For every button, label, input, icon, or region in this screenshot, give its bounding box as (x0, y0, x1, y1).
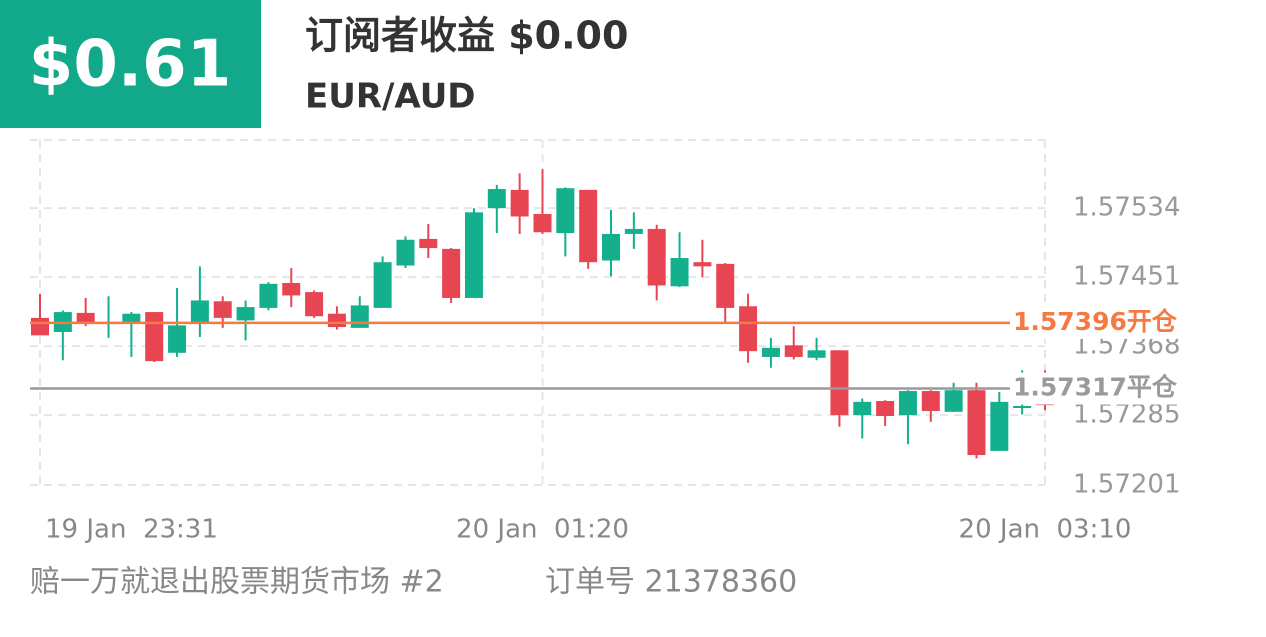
candle-body (442, 248, 461, 298)
candle-body (305, 292, 324, 317)
candle-body (624, 228, 643, 234)
x-tick-label: 19 Jan 23:31 (45, 515, 218, 545)
candle-body (761, 347, 780, 357)
candle-body (1013, 406, 1032, 409)
candle-body (259, 283, 278, 308)
candle-body (944, 390, 963, 412)
candle-body (236, 307, 255, 321)
candle-body (464, 212, 483, 298)
y-tick-label: 1.57285 (1073, 400, 1181, 430)
candle-body (533, 213, 552, 233)
candle-body (967, 390, 986, 456)
candle-body (602, 233, 621, 261)
candle-body (647, 228, 666, 286)
title: 订阅者收益 $0.00 (305, 14, 628, 58)
candle-body (853, 401, 872, 416)
x-tick-label: 20 Jan 01:20 (456, 515, 629, 545)
symbol: EUR/AUD (305, 77, 476, 117)
candle-body (190, 300, 209, 323)
candle-body (487, 189, 506, 209)
candle-body (350, 305, 369, 328)
candle-body (579, 189, 598, 263)
price-label-bg (1010, 372, 1185, 405)
candle-body (830, 350, 849, 416)
price-label: 1.57317平仓 (1013, 373, 1178, 402)
candle-body (396, 239, 415, 266)
badge-bg (0, 0, 261, 128)
candle-body (898, 391, 917, 416)
candle-body (784, 345, 803, 357)
candle-body (556, 188, 575, 234)
y-tick-label: 1.57534 (1073, 193, 1181, 223)
candle-body (168, 325, 187, 353)
candle-body (419, 238, 438, 249)
y-tick-label: 1.57451 (1073, 262, 1181, 292)
candle-body (122, 313, 141, 323)
y-tick-label: 1.57201 (1073, 469, 1181, 499)
candle-body (921, 391, 940, 411)
candle-body (670, 258, 689, 287)
candle-body (31, 317, 49, 336)
badge: $0.61 (29, 28, 231, 102)
candle-body (213, 301, 232, 318)
candle-body (990, 401, 1009, 451)
price-label: 1.57396开仓 (1013, 307, 1178, 336)
price-label-bg (1010, 306, 1185, 339)
candle-body (373, 262, 392, 308)
candle-body (145, 312, 164, 362)
candle-body (510, 189, 529, 217)
candle-body (282, 282, 301, 296)
footer-order: 订单号 21378360 (545, 565, 797, 600)
footer-name: 赔一万就退出股票期货市场 #2 (30, 565, 444, 600)
candle-body (327, 313, 346, 328)
candle-body (76, 312, 95, 324)
candle-body (739, 306, 758, 352)
candle-body (693, 262, 712, 267)
candle-body (716, 263, 735, 308)
candle-body (876, 401, 895, 416)
x-tick-label: 20 Jan 03:10 (959, 515, 1132, 545)
candle-body (807, 350, 826, 358)
